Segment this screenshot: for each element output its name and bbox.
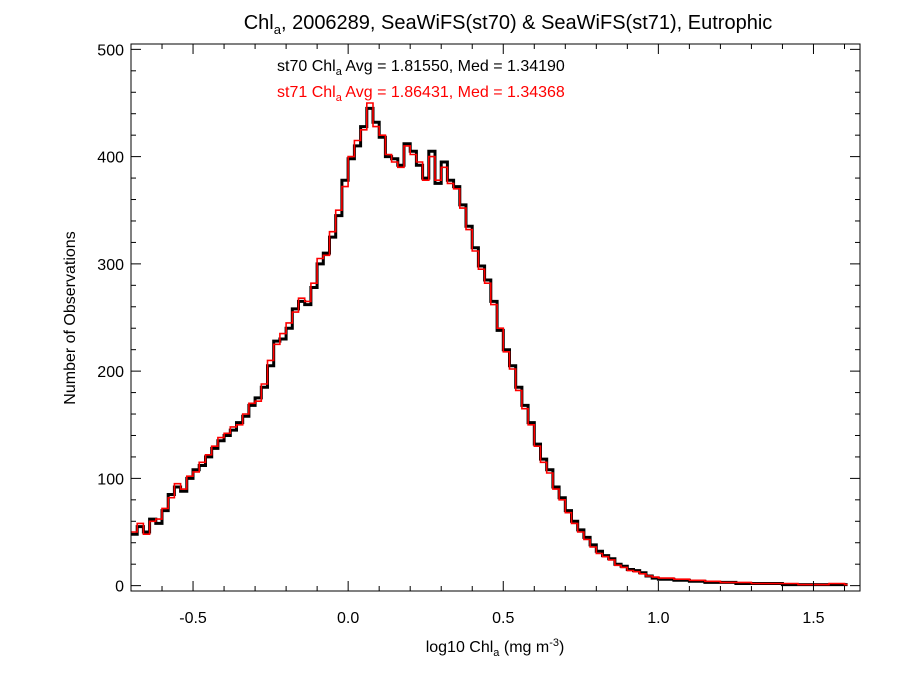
annotation-st70-subscript: a (336, 66, 343, 78)
annotation-st71-subscript: a (336, 92, 343, 104)
x-axis-label: log10 Chla (mg m-3) (426, 637, 565, 659)
y-tick-label: 0 (115, 579, 124, 596)
x-tick-label: 1.5 (802, 610, 824, 627)
y-tick-label: 200 (97, 364, 124, 381)
y-tick-label: 100 (97, 471, 124, 488)
x-tick-labels: -0.5 0.0 0.5 1.0 1.5 (179, 610, 824, 627)
x-tick-label: -0.5 (179, 610, 207, 627)
y-tick-label: 500 (97, 42, 124, 59)
x-tick-label: 0.5 (492, 610, 514, 627)
series-layer (131, 102, 848, 587)
x-axis-label-subscript: a (493, 647, 500, 659)
annotation-st71: st71 Chla Avg = 1.86431, Med = 1.34368 (277, 84, 565, 104)
x-tick-label: 0.0 (337, 610, 359, 627)
y-tick-labels: 0 100 200 300 400 500 (97, 42, 124, 595)
chart-title: Chla, 2006289, SeaWiFS(st70) & SeaWiFS(s… (244, 12, 773, 37)
x-axis-label-superscript: -3 (549, 637, 559, 649)
annotations: st70 Chla Avg = 1.81550, Med = 1.34190 s… (277, 58, 565, 104)
y-tick-label: 300 (97, 257, 124, 274)
chart-title-subscript: a (274, 22, 282, 37)
x-tick-label: 1.0 (647, 610, 669, 627)
y-axis: 0 100 200 300 400 500 Number of Observations (62, 42, 124, 595)
series-line-st71 (131, 102, 848, 586)
y-tick-label: 400 (97, 150, 124, 167)
x-axis: -0.5 0.0 0.5 1.0 1.5 log10 Chla (mg m-3) (179, 610, 824, 659)
tick-layer (131, 44, 860, 591)
annotation-st70: st70 Chla Avg = 1.81550, Med = 1.34190 (277, 58, 565, 78)
plot-frame (130, 43, 861, 592)
plot-area (130, 43, 861, 592)
y-axis-label: Number of Observations (62, 231, 79, 404)
